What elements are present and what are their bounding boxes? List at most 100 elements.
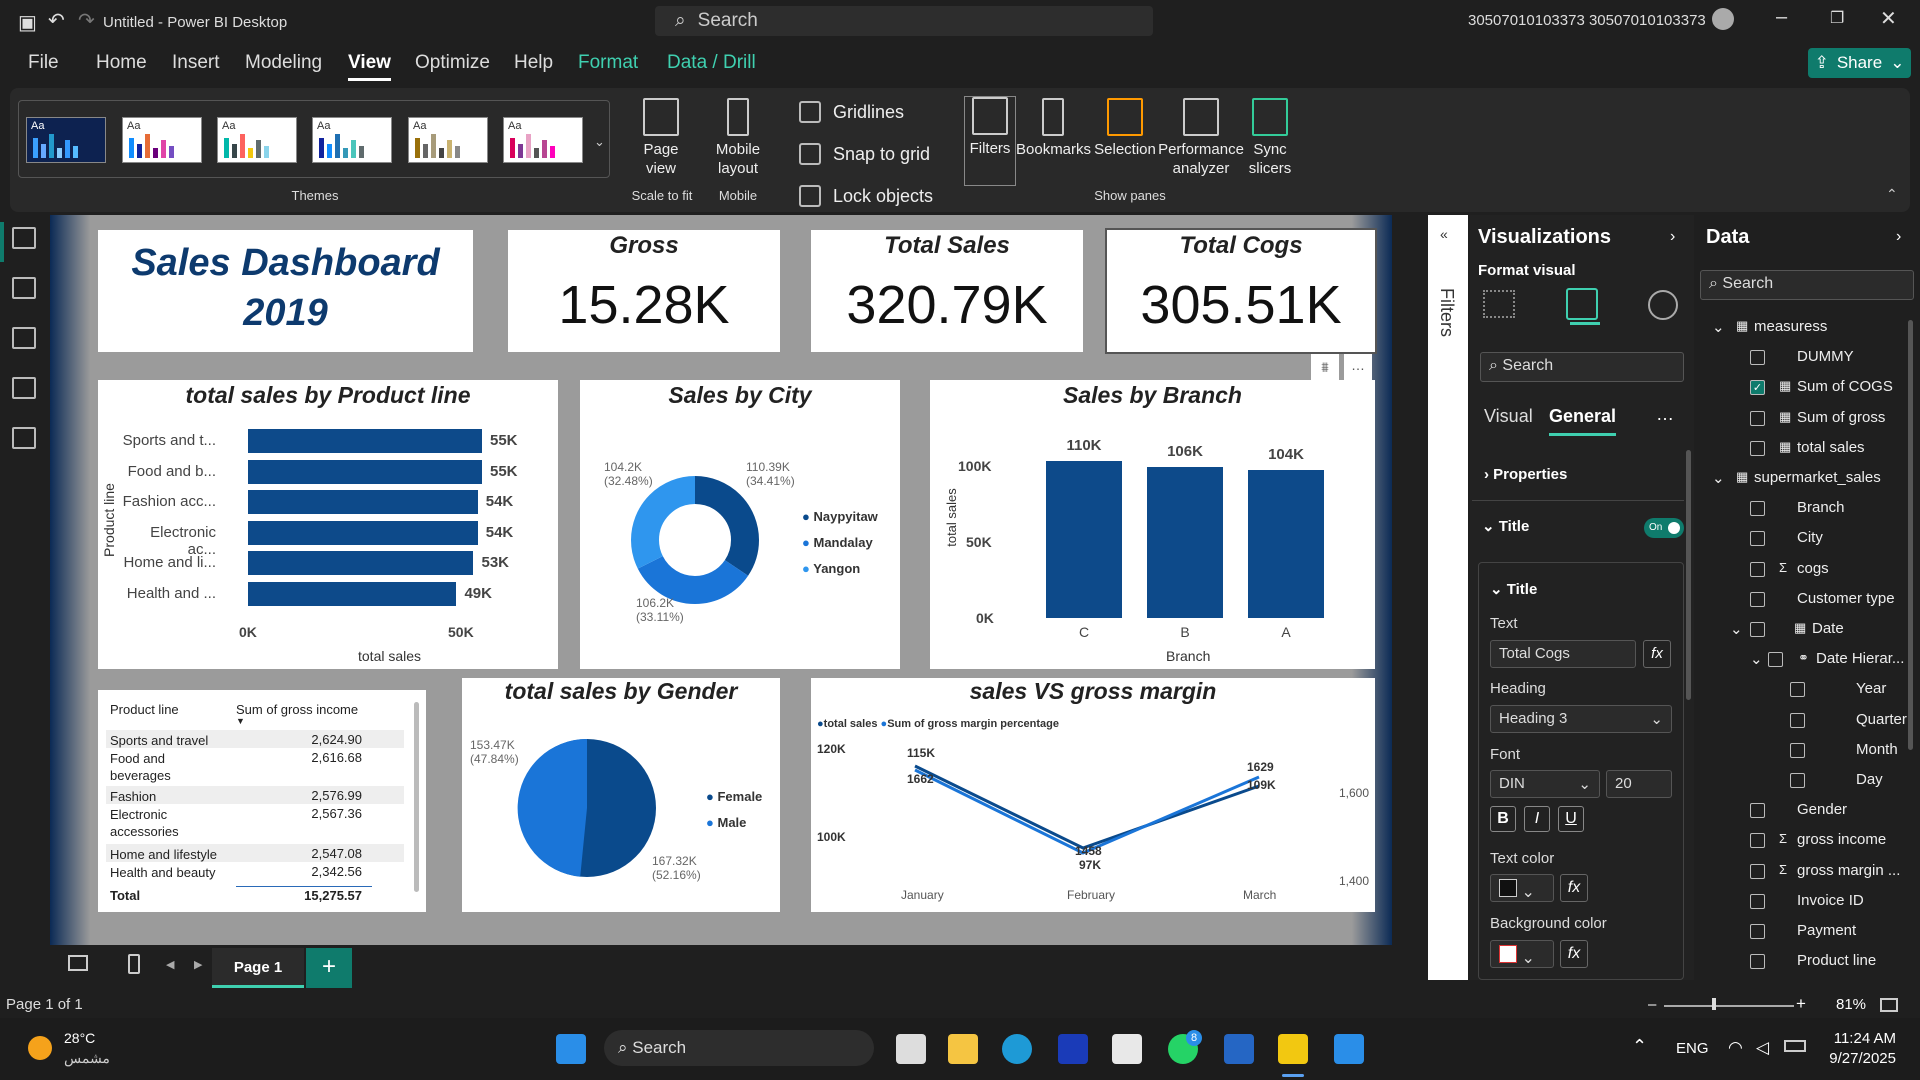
field-checkbox[interactable] xyxy=(1750,531,1765,547)
menu-insert[interactable]: Insert xyxy=(172,52,220,73)
more-options-icon[interactable]: … xyxy=(1656,404,1674,424)
field-checkbox[interactable] xyxy=(1790,682,1805,698)
field-day[interactable]: Day xyxy=(1856,771,1883,788)
filter-visual-icon[interactable]: ⩩ xyxy=(1311,354,1339,380)
filters-pane-collapsed[interactable] xyxy=(1428,215,1468,980)
menu-data-drill[interactable]: Data / Drill xyxy=(667,52,756,73)
top-search-box[interactable]: ⌕ Search xyxy=(655,6,1153,36)
field-customer-type[interactable]: Customer type xyxy=(1797,589,1895,607)
lock-checkbox[interactable] xyxy=(799,185,821,207)
zoom-slider[interactable] xyxy=(1664,1005,1794,1007)
bar[interactable] xyxy=(248,520,478,545)
field-checkbox[interactable] xyxy=(1750,924,1765,939)
sales-vs-margin-chart[interactable]: sales VS gross margin ●total sales ●Sum … xyxy=(811,678,1375,912)
bar[interactable] xyxy=(1248,469,1324,618)
field-invoice-id[interactable]: Invoice ID xyxy=(1797,891,1864,909)
battery-icon[interactable] xyxy=(1784,1040,1806,1052)
branch-chart[interactable]: Sales by Branch total sales Branch 100K … xyxy=(930,380,1375,669)
snap-checkbox[interactable] xyxy=(799,143,821,165)
clock-date[interactable]: 9/27/2025 xyxy=(1829,1050,1896,1067)
collapse-viz-icon[interactable]: › xyxy=(1670,228,1676,245)
menu-modeling[interactable]: Modeling xyxy=(245,52,323,73)
menu-file[interactable]: File xyxy=(28,52,59,73)
menu-optimize[interactable]: Optimize xyxy=(415,52,490,73)
field-checkbox[interactable] xyxy=(1750,591,1765,607)
tab-general[interactable]: General xyxy=(1549,406,1617,436)
collapse-data-icon[interactable]: › xyxy=(1896,228,1902,245)
field-cogs[interactable]: cogs xyxy=(1797,559,1829,577)
expand-chevron-icon[interactable]: ⌄ xyxy=(1750,651,1763,669)
field-checkbox[interactable] xyxy=(1750,803,1765,819)
close-icon[interactable]: ✕ xyxy=(1880,8,1897,30)
slice-yangon[interactable] xyxy=(631,476,759,604)
mobile-layout-button[interactable]: Mobile layout xyxy=(710,98,766,178)
taskbar-search[interactable]: ⌕ Search xyxy=(604,1030,874,1066)
field-checkbox[interactable] xyxy=(1750,350,1765,366)
title-card[interactable]: Sales Dashboard 2019 xyxy=(98,230,473,352)
city-chart[interactable]: Sales by City 104.2K (32.48%) 110.39K (34.… xyxy=(580,380,900,669)
field-checkbox[interactable] xyxy=(1750,833,1765,849)
field-sum-of-gross[interactable]: Sum of gross xyxy=(1797,408,1886,426)
remote-desktop-icon[interactable] xyxy=(1224,1034,1254,1064)
field-checkbox[interactable] xyxy=(1790,773,1805,788)
title-toggle[interactable]: On xyxy=(1644,518,1684,538)
bar[interactable] xyxy=(248,581,457,606)
kpi-total-cogs[interactable]: Total Cogs 305.51K xyxy=(1105,228,1377,354)
themes-dropdown-icon[interactable]: ⌄ xyxy=(594,134,605,149)
minimize-icon[interactable]: – xyxy=(1776,6,1788,28)
menu-help[interactable]: Help xyxy=(514,52,554,73)
dax-query-icon[interactable] xyxy=(12,377,36,399)
text-color-picker[interactable]: ⌄ xyxy=(1490,874,1554,902)
theme-4[interactable]: Aa xyxy=(312,117,392,163)
expand-chevron-icon[interactable]: ⌄ xyxy=(1730,621,1743,638)
properties-section[interactable]: › Properties xyxy=(1484,466,1568,483)
gridlines-checkbox[interactable] xyxy=(799,101,821,123)
field-branch[interactable]: Branch xyxy=(1797,499,1845,517)
field-sum-of-cogs[interactable]: Sum of COGS xyxy=(1797,378,1893,396)
field-total-sales[interactable]: total sales xyxy=(1797,438,1865,456)
redo-icon[interactable]: ↷ xyxy=(78,10,95,32)
data-scrollbar[interactable] xyxy=(1908,320,1913,750)
field-payment[interactable]: Payment xyxy=(1797,922,1857,939)
collapse-ribbon-icon[interactable]: ⌃ xyxy=(1886,186,1898,202)
mobile-view-icon[interactable] xyxy=(128,954,140,974)
italic-button[interactable]: I xyxy=(1524,806,1550,832)
fx-button[interactable]: fx xyxy=(1643,640,1671,668)
font-dropdown[interactable]: DIN ⌄ xyxy=(1490,770,1600,798)
tmdl-view-icon[interactable] xyxy=(12,427,36,449)
field-checkbox[interactable] xyxy=(1790,712,1805,728)
kpi-gross[interactable]: Gross 15.28K xyxy=(508,230,780,352)
field-checkbox[interactable] xyxy=(1750,501,1765,517)
sync-slicers-button[interactable]: Sync slicers xyxy=(1244,98,1296,178)
slice-male[interactable] xyxy=(517,738,587,877)
field-checkbox[interactable] xyxy=(1750,561,1765,577)
legend-item[interactable]: ● Female xyxy=(706,789,763,804)
field-product-line[interactable]: Product line xyxy=(1797,952,1877,970)
table-row[interactable] xyxy=(106,862,404,880)
title-text-input[interactable]: Total Cogs xyxy=(1490,640,1636,668)
bar[interactable] xyxy=(248,490,478,514)
table-header-gross[interactable]: Sum of gross income xyxy=(236,702,359,717)
viz-search-input[interactable]: ⌕ Search xyxy=(1480,352,1684,382)
expand-chevron-icon[interactable]: ⌄ xyxy=(1712,319,1725,336)
avatar[interactable] xyxy=(1712,8,1734,30)
maximize-icon[interactable]: ❐ xyxy=(1830,10,1845,27)
selection-button[interactable]: Selection xyxy=(1092,98,1158,159)
task-view-icon[interactable] xyxy=(896,1034,926,1064)
menu-home[interactable]: Home xyxy=(96,52,147,73)
fx-button[interactable]: fx xyxy=(1560,940,1588,968)
field-checkbox[interactable] xyxy=(1750,893,1765,909)
bookmarks-button[interactable]: Bookmarks xyxy=(1016,98,1091,159)
title-sub-section[interactable]: ⌄ Title xyxy=(1490,581,1538,598)
zoom-out-icon[interactable]: – xyxy=(1648,996,1657,1013)
windows-start-icon[interactable] xyxy=(556,1034,586,1064)
field-checkbox[interactable] xyxy=(1750,622,1765,637)
field-measuress[interactable]: measuress xyxy=(1754,318,1828,335)
kpi-total-sales[interactable]: Total Sales 320.79K xyxy=(811,230,1083,352)
theme-3[interactable]: Aa xyxy=(217,117,297,163)
gross-income-table[interactable]: Product line Sum of gross income ▼ Total… xyxy=(98,690,426,912)
legend-item[interactable]: ● Naypyitaw xyxy=(802,509,878,524)
field-gender[interactable]: Gender xyxy=(1797,801,1848,819)
field-month[interactable]: Month xyxy=(1856,740,1898,758)
expand-chevron-icon[interactable]: ⌄ xyxy=(1712,470,1725,487)
